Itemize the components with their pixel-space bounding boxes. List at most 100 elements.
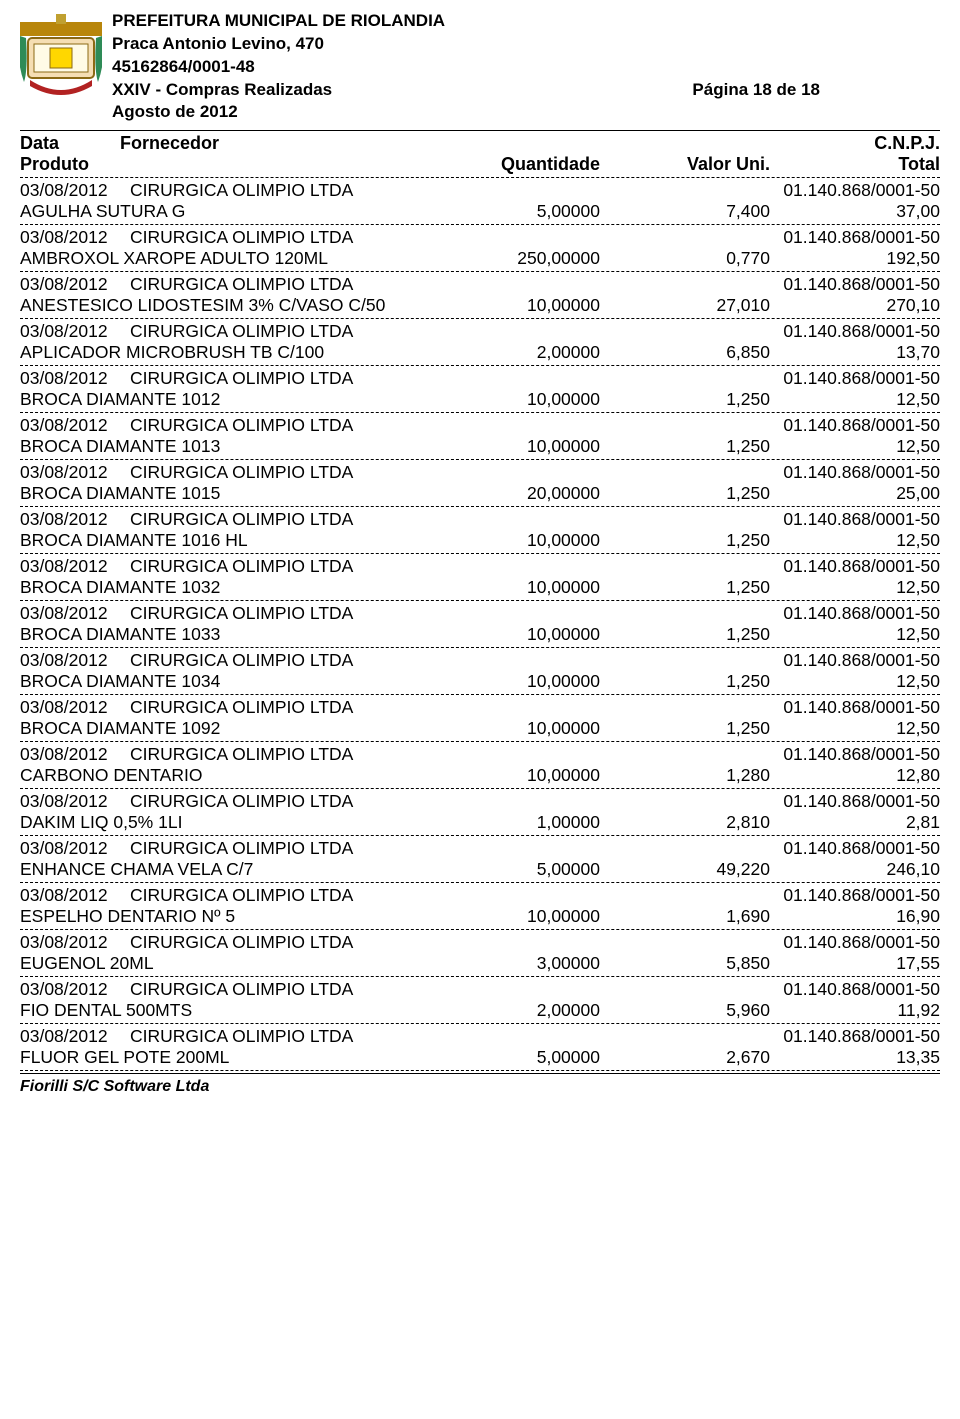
divider (20, 130, 940, 131)
entry-product: BROCA DIAMANTE 1033 (20, 624, 410, 645)
entry-qty: 10,00000 (410, 765, 600, 786)
entry-cnpj: 01.140.868/0001-50 (783, 838, 940, 859)
entry-total: 16,90 (770, 906, 940, 927)
header-cnpj: C.N.P.J. (760, 133, 940, 154)
entry-qty: 10,00000 (410, 906, 600, 927)
org-cnpj: 45162864/0001-48 (112, 56, 940, 79)
entry-date: 03/08/2012 (20, 227, 130, 248)
entry-unit-value: 7,400 (600, 201, 770, 222)
entry-cnpj: 01.140.868/0001-50 (783, 979, 940, 1000)
entry-date: 03/08/2012 (20, 1026, 130, 1047)
divider-dashed (20, 318, 940, 319)
entry-date: 03/08/2012 (20, 556, 130, 577)
entry-row: 03/08/2012CIRURGICA OLIMPIO LTDA01.140.8… (20, 368, 940, 410)
divider-dashed (20, 506, 940, 507)
divider-dashed (20, 1070, 940, 1071)
divider-dashed (20, 553, 940, 554)
entry-product: BROCA DIAMANTE 1016 HL (20, 530, 410, 551)
entry-total: 270,10 (770, 295, 940, 316)
entry-total: 12,50 (770, 436, 940, 457)
entry-product: BROCA DIAMANTE 1013 (20, 436, 410, 457)
entry-cnpj: 01.140.868/0001-50 (783, 415, 940, 436)
entry-supplier: CIRURGICA OLIMPIO LTDA (130, 932, 353, 953)
entry-date: 03/08/2012 (20, 932, 130, 953)
entry-supplier: CIRURGICA OLIMPIO LTDA (130, 180, 353, 201)
entry-product: AMBROXOL XAROPE ADULTO 120ML (20, 248, 410, 269)
entry-product: ESPELHO DENTARIO Nº 5 (20, 906, 410, 927)
entry-product: FLUOR GEL POTE 200ML (20, 1047, 410, 1068)
entry-supplier: CIRURGICA OLIMPIO LTDA (130, 415, 353, 436)
entry-total: 13,35 (770, 1047, 940, 1068)
entry-supplier: CIRURGICA OLIMPIO LTDA (130, 697, 353, 718)
entry-product: EUGENOL 20ML (20, 953, 410, 974)
entry-total: 12,50 (770, 624, 940, 645)
entry-cnpj: 01.140.868/0001-50 (783, 227, 940, 248)
entry-unit-value: 1,250 (600, 718, 770, 739)
entry-product: DAKIM LIQ 0,5% 1LI (20, 812, 410, 833)
entry-date: 03/08/2012 (20, 180, 130, 201)
entry-row: 03/08/2012CIRURGICA OLIMPIO LTDA 01.140.8… (20, 885, 940, 927)
entry-cnpj: 01.140.868/0001-50 (783, 180, 940, 201)
entry-row: 03/08/2012CIRURGICA OLIMPIO LTDA01.140.8… (20, 791, 940, 833)
entry-total: 192,50 (770, 248, 940, 269)
entry-total: 12,50 (770, 718, 940, 739)
header-data: Data (20, 133, 120, 154)
entry-unit-value: 2,810 (600, 812, 770, 833)
entry-qty: 5,00000 (410, 1047, 600, 1068)
entry-row: 03/08/2012CIRURGICA OLIMPIO LTDA01.140.8… (20, 509, 940, 551)
entry-product: BROCA DIAMANTE 1092 (20, 718, 410, 739)
divider-dashed (20, 1023, 940, 1024)
entry-row: 03/08/2012CIRURGICA OLIMPIO LTDA 01.140.8… (20, 979, 940, 1021)
entry-unit-value: 1,250 (600, 483, 770, 504)
report-title: XXIV - Compras Realizadas (112, 79, 332, 102)
entry-product: AGULHA SUTURA G (20, 201, 410, 222)
entry-date: 03/08/2012 (20, 697, 130, 718)
page-info: Página 18 de 18 (692, 79, 820, 102)
entry-total: 12,50 (770, 671, 940, 692)
entry-unit-value: 2,670 (600, 1047, 770, 1068)
entry-row: 03/08/2012CIRURGICA OLIMPIO LTDA01.140.8… (20, 838, 940, 880)
divider-dashed (20, 647, 940, 648)
entry-date: 03/08/2012 (20, 321, 130, 342)
header-fornecedor: Fornecedor (120, 133, 760, 154)
footer-text: Fiorilli S/C Software Ltda (20, 1076, 940, 1096)
entry-supplier: CIRURGICA OLIMPIO LTDA (130, 1026, 353, 1047)
entry-supplier: CIRURGICA OLIMPIO LTDA (130, 979, 353, 1000)
header-total: Total (770, 154, 940, 175)
entry-total: 37,00 (770, 201, 940, 222)
entry-date: 03/08/2012 (20, 885, 130, 906)
entry-supplier: CIRURGICA OLIMPIO LTDA (130, 885, 353, 906)
entry-row: 03/08/2012CIRURGICA OLIMPIO LTDA01.140.8… (20, 321, 940, 363)
entry-qty: 3,00000 (410, 953, 600, 974)
entry-qty: 10,00000 (410, 577, 600, 598)
org-name: PREFEITURA MUNICIPAL DE RIOLANDIA (112, 10, 940, 33)
entry-cnpj: 01.140.868/0001-50 (783, 932, 940, 953)
entry-date: 03/08/2012 (20, 791, 130, 812)
entry-supplier: CIRURGICA OLIMPIO LTDA (130, 838, 353, 859)
entry-date: 03/08/2012 (20, 368, 130, 389)
entry-row: 03/08/2012CIRURGICA OLIMPIO LTDA01.140.8… (20, 227, 940, 269)
entry-cnpj: 01.140.868/0001-50 (783, 697, 940, 718)
org-address: Praca Antonio Levino, 470 (112, 33, 940, 56)
entry-row: 03/08/2012CIRURGICA OLIMPIO LTDA01.140.8… (20, 415, 940, 457)
entry-qty: 20,00000 (410, 483, 600, 504)
divider-dashed (20, 835, 940, 836)
divider-dashed (20, 694, 940, 695)
entry-date: 03/08/2012 (20, 744, 130, 765)
entry-product: BROCA DIAMANTE 1032 (20, 577, 410, 598)
entry-total: 2,81 (770, 812, 940, 833)
entry-supplier: CIRURGICA OLIMPIO LTDA (130, 368, 353, 389)
entry-cnpj: 01.140.868/0001-50 (783, 509, 940, 530)
entry-row: 03/08/2012CIRURGICA OLIMPIO LTDA 01.140.8… (20, 1026, 940, 1068)
entry-supplier: CIRURGICA OLIMPIO LTDA (130, 509, 353, 530)
entry-cnpj: 01.140.868/0001-50 (783, 885, 940, 906)
header-valor-uni: Valor Uni. (600, 154, 770, 175)
entry-date: 03/08/2012 (20, 979, 130, 1000)
entry-total: 13,70 (770, 342, 940, 363)
entry-row: 03/08/2012CIRURGICA OLIMPIO LTDA 01.140.8… (20, 697, 940, 739)
entry-total: 12,80 (770, 765, 940, 786)
divider-dashed (20, 788, 940, 789)
entry-cnpj: 01.140.868/0001-50 (783, 1026, 940, 1047)
divider-dashed (20, 365, 940, 366)
entry-cnpj: 01.140.868/0001-50 (783, 556, 940, 577)
